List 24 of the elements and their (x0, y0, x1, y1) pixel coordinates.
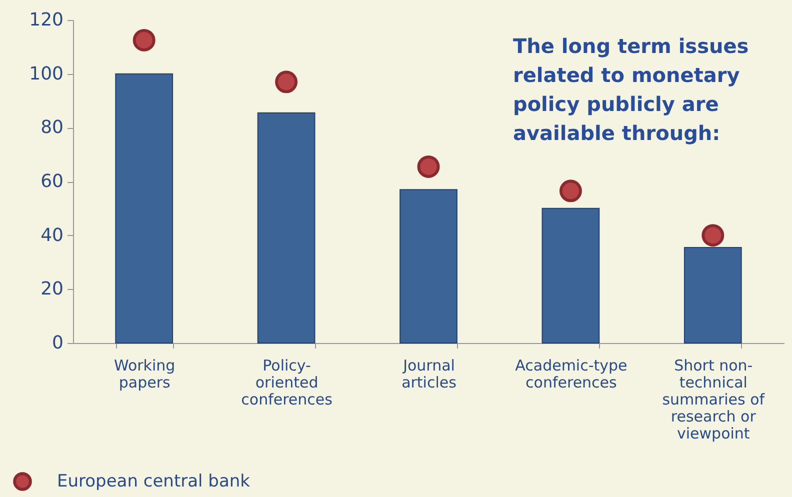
y-tick-label: 120 (29, 10, 64, 30)
point (702, 224, 724, 247)
bar (257, 112, 316, 344)
y-tick-label: 60 (40, 171, 64, 192)
bar (684, 246, 742, 344)
legend-label: European central bank (57, 472, 250, 492)
point (417, 155, 440, 178)
y-tick-label: 20 (40, 278, 64, 300)
y-tick-label: 100 (29, 63, 64, 84)
y-tick-label: 80 (40, 117, 64, 138)
point (559, 180, 582, 202)
y-tick-label: 40 (40, 224, 64, 246)
x-tick-label: Short non-technical summaries of research or viewpoint (662, 356, 766, 442)
point (275, 70, 298, 94)
bar (115, 73, 174, 344)
x-tick-label: Policy-oriented conferences (241, 356, 333, 408)
bar (400, 189, 458, 344)
point (132, 28, 156, 52)
y-tick-label: 0 (52, 332, 64, 354)
x-tick-label: Academic-type conferences (515, 356, 628, 392)
bar (542, 208, 600, 344)
x-tick-label: Working papers (114, 356, 176, 392)
annotation: The long term issues related to monetary policy publicly are available through: (513, 34, 749, 145)
x-tick-label: Journal articles (402, 356, 457, 392)
